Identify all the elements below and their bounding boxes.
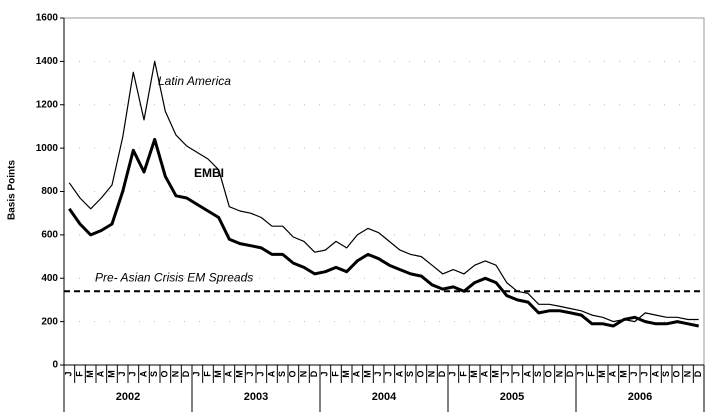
x-tick-label: O [416,370,426,377]
x-tick-label: J [384,371,394,376]
x-tick-label: D [693,370,703,377]
x-tick-label: M [341,370,351,378]
x-tick-label: M [618,370,628,378]
x-tick-label: J [128,371,138,376]
x-tick-label: S [277,371,287,377]
x-tick-label: J [256,371,266,376]
x-tick-label: O [672,370,682,377]
x-tick-label: A [266,370,276,377]
x-tick-label: D [437,370,447,377]
x-tick-label: M [490,370,500,378]
year-label: 2002 [116,391,140,403]
x-tick-label: A [650,370,660,377]
x-tick-label: J [448,371,458,376]
x-tick-label: S [149,371,159,377]
x-tick-label: S [533,371,543,377]
x-tick-label: N [170,371,180,378]
x-tick-label: F [458,371,468,377]
x-tick-label: F [74,371,84,377]
y-tick-label: 200 [41,316,58,327]
x-tick-label: D [309,370,319,377]
x-tick-label: A [224,370,234,377]
x-tick-label: M [362,370,372,378]
x-tick-label: N [554,371,564,378]
x-tick-label: A [138,370,148,377]
x-tick-label: M [106,370,116,378]
series-line [68,137,700,328]
x-tick-label: A [522,370,532,377]
year-label: 2005 [500,391,524,403]
series-label: EMBI [194,166,224,180]
y-tick-label: 1000 [36,143,59,154]
x-tick-label: M [85,370,95,378]
x-tick-label: A [480,370,490,377]
y-tick-label: 1400 [36,56,59,67]
x-tick-label: J [64,371,74,376]
x-tick-label: A [608,370,618,377]
x-tick-label: O [160,370,170,377]
y-tick-label: 400 [41,273,58,284]
plot-frame [63,17,705,366]
x-tick-label: M [234,370,244,378]
x-tick-label: J [373,371,383,376]
x-tick-label: J [501,371,511,376]
x-tick-label: O [544,370,554,377]
x-tick-label: S [405,371,415,377]
x-tick-label: M [469,370,479,378]
x-tick-label: S [661,371,671,377]
x-tick-label: F [586,371,596,377]
y-tick-label: 800 [41,186,58,197]
x-tick-label: F [330,371,340,377]
x-tick-label: J [192,371,202,376]
year-label: 2003 [244,391,268,403]
x-tick-label: N [426,371,436,378]
x-tick-label: O [288,370,298,377]
x-tick-label: J [512,371,522,376]
x-tick-label: J [245,371,255,376]
y-tick-label: 1200 [36,99,59,110]
x-tick-label: J [576,371,586,376]
x-tick-label: N [682,371,692,378]
series-line [68,60,699,323]
series-label: Latin America [158,74,231,88]
year-label: 2004 [372,391,397,403]
x-tick-label: J [629,371,639,376]
x-tick-label: F [202,371,212,377]
x-tick-label: J [117,371,127,376]
x-tick-label: N [298,371,308,378]
x-tick-label: A [352,370,362,377]
year-label: 2006 [628,391,652,403]
x-tick-label: M [597,370,607,378]
y-tick-label: 0 [52,360,58,371]
y-tick-label: 1600 [36,13,59,24]
x-tick-label: D [565,370,575,377]
x-tick-label: A [96,370,106,377]
x-tick-label: J [640,371,650,376]
x-tick-label: A [394,370,404,377]
y-axis-label: Basis Points [7,160,18,220]
x-tick-label: D [181,370,191,377]
x-tick-label: M [213,370,223,378]
x-tick-label: J [320,371,330,376]
y-tick-label: 600 [41,230,58,241]
reference-label: Pre- Asian Crisis EM Spreads [95,270,253,284]
